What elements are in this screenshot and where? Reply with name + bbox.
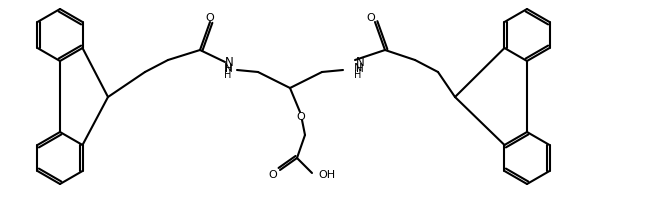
Text: O: O xyxy=(269,170,277,180)
Text: H: H xyxy=(225,64,233,74)
Text: O: O xyxy=(367,13,375,23)
Text: H: H xyxy=(356,64,364,74)
Text: H: H xyxy=(224,70,232,80)
Text: N: N xyxy=(356,55,364,69)
Text: N: N xyxy=(224,63,232,73)
Text: N: N xyxy=(354,63,362,73)
Text: O: O xyxy=(297,112,305,122)
Text: O: O xyxy=(205,13,215,23)
Text: OH: OH xyxy=(318,170,335,180)
Text: H: H xyxy=(354,70,362,80)
Text: N: N xyxy=(224,55,233,69)
